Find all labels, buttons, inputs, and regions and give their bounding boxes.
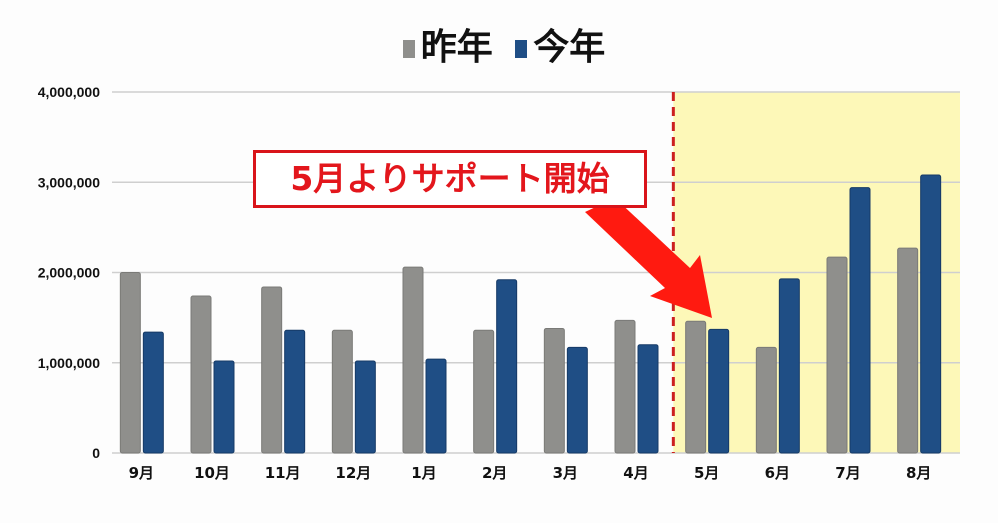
bar-this-year (920, 174, 942, 454)
bar-last-year (473, 329, 495, 454)
bar-this-year (637, 344, 659, 454)
bar-last-year (119, 272, 141, 454)
bar-this-year (778, 278, 800, 454)
bar-last-year (614, 319, 636, 454)
bar-last-year (261, 286, 283, 454)
y-tick-label: 3,000,000 (38, 174, 100, 190)
legend-label-this-year: 今年 (533, 27, 606, 68)
y-tick-label: 4,000,000 (38, 84, 100, 100)
x-tick-label: 3月 (553, 464, 578, 482)
x-tick-label: 9月 (129, 464, 154, 482)
annotation-callout: 5月よりサポート開始 (253, 150, 647, 208)
x-tick-label: 7月 (835, 464, 860, 482)
legend-swatch-last-year (402, 40, 415, 58)
bar-last-year (190, 295, 212, 454)
bar-last-year (685, 320, 707, 454)
bar-this-year (708, 328, 730, 454)
x-tick-label: 2月 (482, 464, 507, 482)
bar-last-year (826, 256, 848, 454)
bar-this-year (849, 187, 871, 454)
x-tick-label: 12月 (335, 464, 371, 482)
bar-last-year (543, 327, 565, 454)
bar-this-year (496, 279, 518, 454)
legend-swatch-this-year (515, 40, 528, 58)
bar-this-year (142, 331, 164, 454)
x-tick-label: 4月 (623, 464, 648, 482)
x-tick-label: 5月 (694, 464, 719, 482)
bar-this-year (284, 329, 306, 454)
bar-this-year (566, 346, 588, 454)
x-tick-label: 11月 (265, 464, 301, 482)
bar-last-year (755, 346, 777, 454)
annotation-arrow (585, 198, 712, 318)
y-tick-label: 1,000,000 (38, 355, 100, 371)
bar-this-year (425, 358, 447, 454)
x-tick-label: 1月 (411, 464, 436, 482)
y-tick-label: 2,000,000 (38, 265, 100, 281)
bar-last-year (331, 329, 353, 454)
x-tick-label: 10月 (194, 464, 230, 482)
bar-this-year (354, 360, 376, 454)
bar-this-year (213, 360, 235, 454)
legend-label-last-year: 昨年 (420, 27, 493, 68)
x-tick-label: 6月 (765, 464, 790, 482)
x-tick-label: 8月 (906, 464, 931, 482)
legend: 昨年 今年 (0, 18, 998, 70)
y-tick-label: 0 (92, 445, 100, 461)
bar-last-year (897, 247, 919, 454)
bar-last-year (402, 266, 424, 454)
